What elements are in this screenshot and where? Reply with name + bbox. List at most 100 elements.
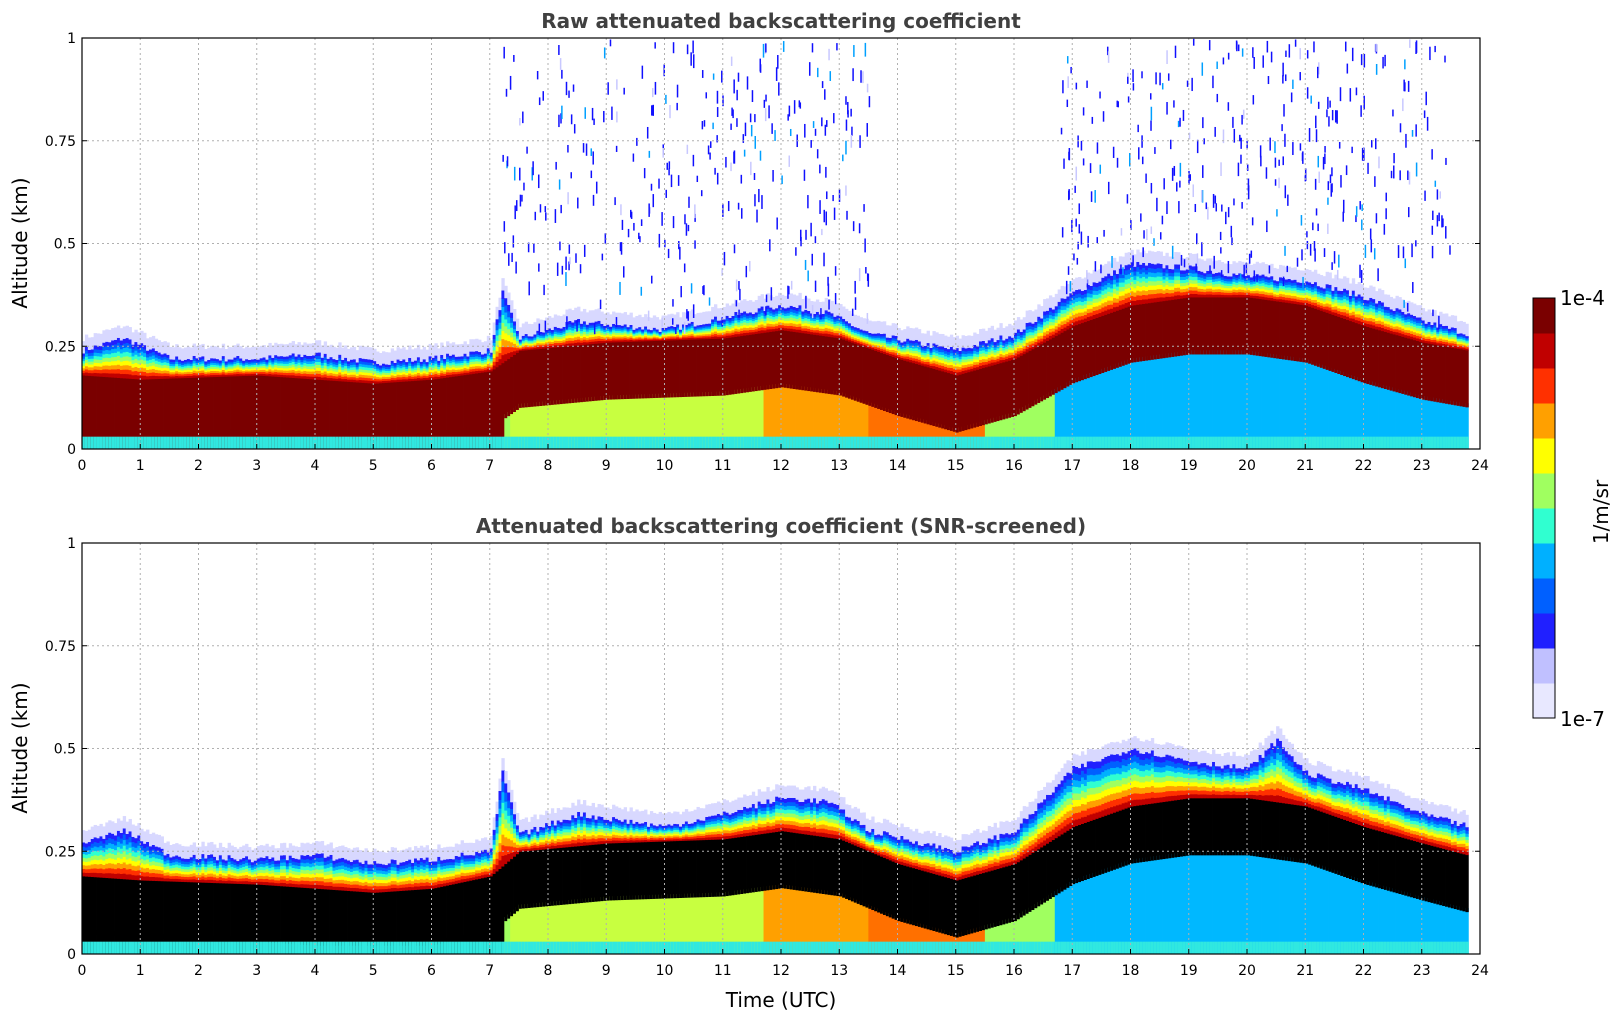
x-tick-label: 23 — [1413, 458, 1431, 474]
x-tick-label: 3 — [252, 458, 261, 474]
noise-speckle — [519, 167, 521, 181]
noise-speckle — [1434, 180, 1437, 187]
noise-speckle — [1284, 245, 1286, 256]
x-tick-label: 18 — [1122, 963, 1140, 979]
noise-speckle — [850, 134, 853, 148]
noise-speckle — [1438, 212, 1440, 222]
noise-speckle — [1142, 247, 1144, 258]
noise-speckle — [672, 299, 674, 307]
noise-speckle — [1161, 83, 1164, 90]
noise-speckle — [1351, 47, 1354, 62]
noise-speckle — [1423, 110, 1426, 119]
noise-speckle — [1227, 260, 1230, 274]
noise-speckle — [1331, 110, 1334, 121]
noise-speckle — [1445, 226, 1447, 239]
noise-speckle — [721, 317, 723, 327]
noise-speckle — [672, 42, 675, 54]
noise-speckle — [1322, 156, 1325, 170]
noise-speckle — [1268, 265, 1271, 274]
noise-speckle — [1314, 248, 1316, 262]
noise-speckle — [1183, 259, 1186, 268]
noise-speckle — [712, 73, 715, 80]
noise-speckle — [620, 242, 623, 255]
noise-speckle — [1222, 129, 1225, 144]
noise-speckle — [754, 114, 756, 123]
noise-speckle — [862, 71, 864, 84]
noise-speckle — [741, 208, 743, 219]
noise-speckle — [1179, 180, 1181, 188]
noise-speckle — [1078, 224, 1081, 234]
noise-speckle — [1415, 42, 1417, 54]
noise-speckle — [1090, 191, 1093, 202]
noise-speckle — [1196, 139, 1199, 154]
noise-speckle — [754, 194, 756, 207]
noise-speckle — [707, 145, 710, 155]
noise-speckle — [554, 209, 557, 223]
noise-speckle — [694, 240, 696, 249]
noise-speckle — [1196, 253, 1199, 266]
noise-speckle — [1315, 129, 1318, 143]
noise-speckle — [865, 267, 867, 274]
noise-speckle — [1252, 95, 1255, 105]
noise-speckle — [709, 152, 711, 160]
noise-speckle — [759, 150, 762, 161]
noise-speckle — [1359, 264, 1361, 278]
noise-speckle — [1375, 43, 1377, 52]
noise-speckle — [753, 173, 756, 180]
noise-speckle — [526, 146, 528, 154]
noise-speckle — [1086, 279, 1089, 288]
noise-speckle — [685, 223, 688, 236]
noise-speckle — [1436, 215, 1439, 227]
noise-speckle — [1179, 117, 1181, 127]
noise-speckle — [1132, 69, 1134, 83]
x-tick-label: 5 — [369, 458, 378, 474]
noise-speckle — [823, 209, 826, 223]
noise-speckle — [1442, 218, 1444, 228]
noise-speckle — [680, 286, 682, 298]
noise-speckle — [1424, 190, 1426, 201]
noise-speckle — [1407, 80, 1410, 92]
noise-speckle — [620, 204, 622, 216]
noise-speckle — [1180, 254, 1183, 266]
noise-speckle — [1227, 102, 1230, 111]
noise-speckle — [1087, 235, 1089, 248]
noise-speckle — [756, 209, 758, 223]
noise-speckle — [1290, 92, 1293, 103]
noise-speckle — [1415, 162, 1418, 177]
noise-speckle — [763, 99, 766, 108]
noise-speckle — [652, 104, 654, 116]
noise-speckle — [616, 111, 618, 123]
noise-speckle — [736, 118, 738, 127]
noise-speckle — [1363, 53, 1366, 68]
noise-speckle — [1397, 245, 1400, 258]
noise-speckle — [692, 154, 695, 167]
noise-speckle — [1306, 50, 1309, 59]
x-tick-label: 6 — [427, 458, 436, 474]
noise-speckle — [627, 228, 630, 238]
noise-speckle — [845, 119, 848, 131]
noise-speckle — [667, 248, 670, 259]
noise-speckle — [523, 182, 525, 191]
noise-speckle — [1373, 248, 1376, 260]
noise-speckle — [533, 243, 535, 253]
noise-speckle — [1070, 66, 1072, 74]
x-tick-label: 12 — [772, 458, 790, 474]
noise-speckle — [790, 280, 793, 290]
noise-speckle — [652, 88, 654, 98]
noise-speckle — [1431, 149, 1433, 160]
noise-speckle — [502, 154, 504, 162]
panel1-title: Raw attenuated backscattering coefficien… — [541, 9, 1021, 33]
noise-speckle — [621, 219, 624, 230]
colorbar-swatch — [1533, 543, 1555, 579]
noise-speckle — [736, 89, 738, 101]
noise-speckle — [503, 221, 506, 232]
x-tick-label: 8 — [544, 963, 553, 979]
noise-speckle — [770, 287, 773, 301]
noise-speckle — [866, 83, 869, 93]
noise-speckle — [1323, 248, 1326, 257]
x-tick-label: 18 — [1122, 458, 1140, 474]
noise-speckle — [1299, 48, 1301, 60]
noise-speckle — [765, 306, 767, 316]
noise-speckle — [1166, 50, 1168, 64]
noise-speckle — [805, 229, 807, 240]
